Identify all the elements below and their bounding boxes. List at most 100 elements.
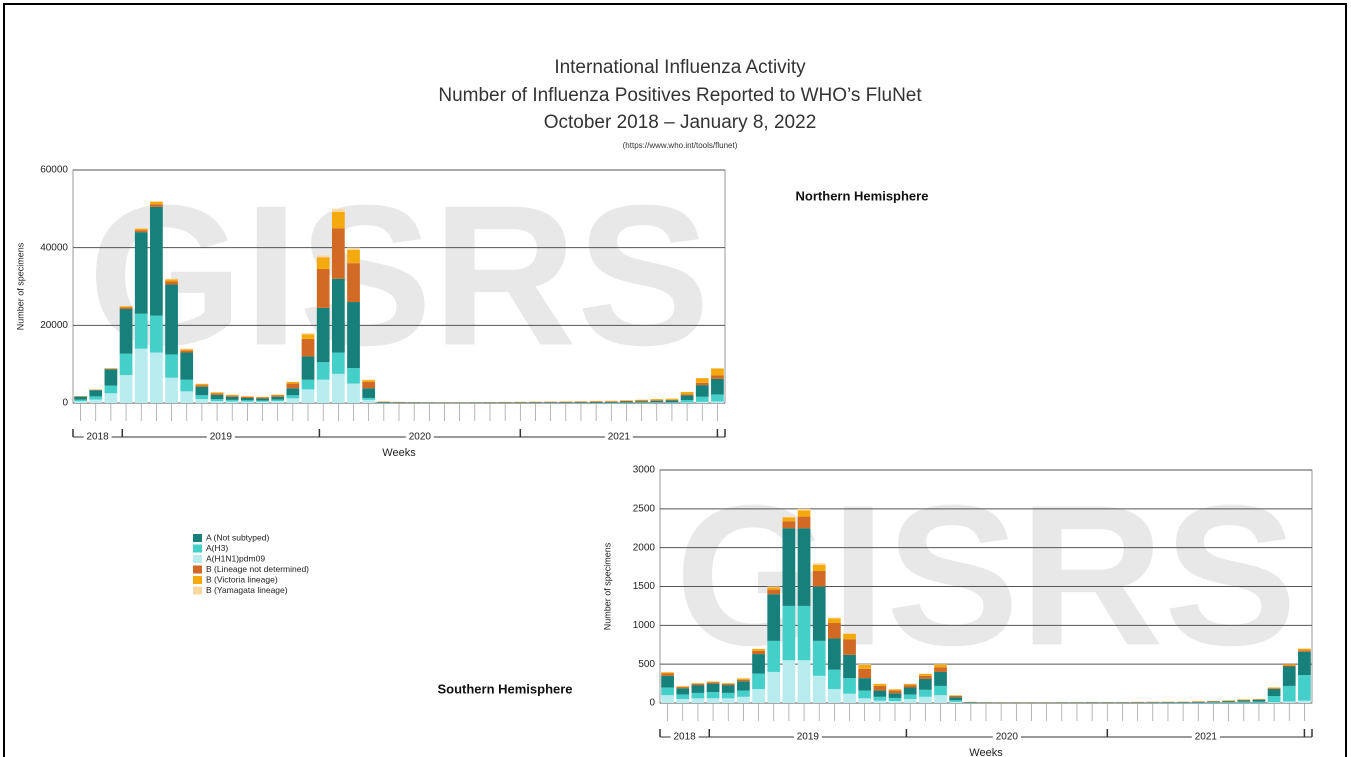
bar-segment [1282,666,1296,686]
bar-segment [873,685,887,691]
bar-segment [1252,699,1266,702]
bar-segment [1252,701,1266,703]
bar-segment [89,390,103,397]
bar-segment [1237,701,1251,703]
bar-segment [691,698,705,703]
bar-segment [635,402,648,403]
bar-segment [918,673,932,676]
bar-segment [286,395,300,399]
legend-swatch [193,544,202,553]
bar-segment [676,687,690,689]
bar-segment [271,395,285,397]
bar-segment [812,586,826,641]
bar-segment [225,399,239,402]
bar-segment [271,396,285,400]
bar-segment [1282,665,1296,667]
legend-swatch [193,555,202,563]
bar-segment [165,278,178,280]
year-label: 2019 [797,732,820,743]
legend-swatch [193,586,202,595]
bar-segment [377,402,391,403]
bar-segment [858,690,872,699]
year-label: 2021 [1195,732,1218,743]
bar-segment [331,352,345,374]
bar-segment [665,398,679,400]
bar-segment [706,692,720,699]
bar-segment [680,394,694,396]
bar-segment [286,382,300,384]
bar-segment [74,401,87,403]
bar-segment [271,394,285,396]
bar-segment [362,397,376,400]
bar-segment [828,689,841,703]
bar-segment [934,695,947,703]
bar-segment [256,400,269,402]
bar-segment [949,696,963,698]
bar-segment [150,204,163,207]
bar-segment [1298,651,1311,676]
bar-segment [828,617,841,619]
bar-segment [1298,700,1311,703]
bar-segment [180,349,194,351]
bar-segment [165,281,178,285]
year-label-bg [670,731,699,743]
bar-segment [661,672,674,674]
bar-segment [949,695,963,697]
bar-segment [1298,675,1311,701]
bar-segment [286,383,300,389]
bar-segment [752,650,765,655]
year-label-bg [992,731,1021,743]
bar-segment [1237,700,1251,702]
bar-segment [1207,702,1220,703]
bar-segment [934,671,947,686]
bar-segment [812,563,826,565]
bar-segment [134,232,148,314]
bar-segment [620,401,633,403]
bar-segment [316,269,330,308]
bar-segment [812,564,826,571]
bar-segment [165,354,178,378]
bar-segment [316,255,330,258]
legend-swatch [193,534,202,542]
bar-segment [737,696,750,703]
bar-segment [782,517,796,522]
bar-segment [559,402,573,403]
bar-segment [241,396,254,398]
bar-segment [812,675,826,703]
bar-segment [711,375,724,379]
bar-segment [104,393,118,403]
bar-segment [180,352,194,380]
bar-segment [858,668,872,679]
bar-segment [1282,685,1296,702]
bar-segment [316,379,330,403]
bar-segment [828,618,841,624]
bar-segment [949,700,963,702]
bar-segment [119,353,133,376]
bar-segment [134,230,148,233]
bar-segment [691,683,705,684]
bar-segment [316,257,330,270]
bar-segment [812,640,826,676]
bar-segment [195,383,209,386]
bar-segment [74,399,87,402]
bar-segment [1267,688,1281,690]
bar-segment [767,586,781,588]
bar-segment [331,373,345,403]
bar-segment [347,247,360,250]
bar-segment [828,669,841,690]
bar-segment [873,690,887,697]
year-label: 2020 [996,732,1019,743]
bar-segment [89,399,103,403]
bar-segment [225,395,239,397]
bar-segment [676,688,690,695]
slide-title: International Influenza Activity [554,57,806,78]
bar-segment [210,399,224,402]
bar-segment [286,388,300,396]
bar-segment [752,649,765,651]
bar-segment [691,692,705,699]
bar-segment [782,605,796,661]
bar-segment [150,352,163,403]
bar-segment [711,368,724,376]
bar-segment [797,528,811,606]
bar-segment [934,685,947,696]
